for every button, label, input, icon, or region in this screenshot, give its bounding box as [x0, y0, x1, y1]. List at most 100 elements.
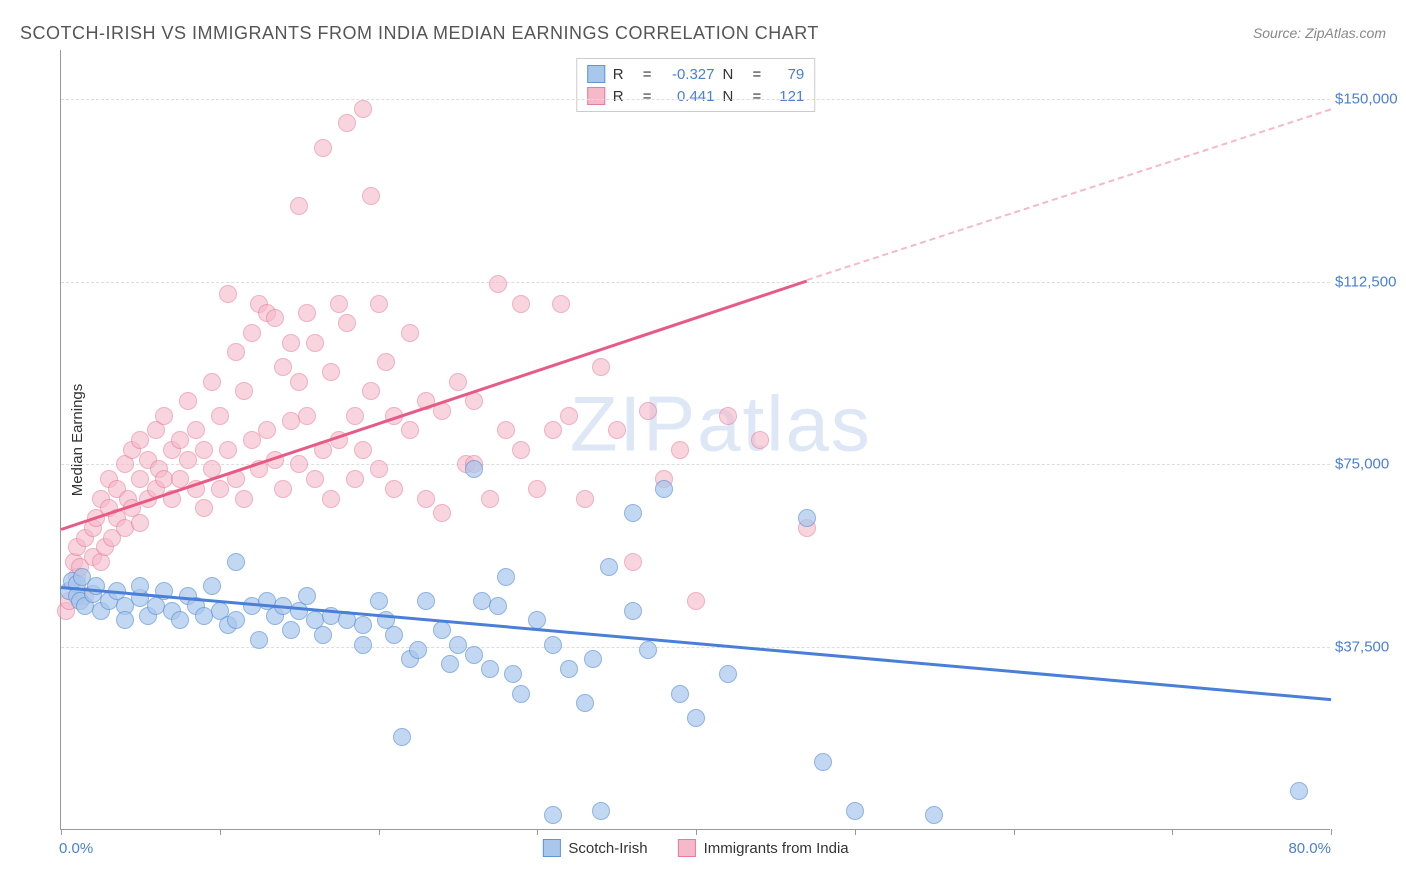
gridline — [61, 282, 1330, 283]
data-point-india — [290, 455, 308, 473]
data-point-india — [497, 421, 515, 439]
x-tick — [696, 829, 697, 835]
chart-title: SCOTCH-IRISH VS IMMIGRANTS FROM INDIA ME… — [20, 23, 819, 44]
stat-r-label: R — [613, 66, 635, 83]
data-point-scotch-irish — [671, 685, 689, 703]
data-point-india — [639, 402, 657, 420]
data-point-scotch-irish — [655, 480, 673, 498]
x-tick — [855, 829, 856, 835]
data-point-india — [401, 324, 419, 342]
legend-label-india: Immigrants from India — [704, 840, 849, 857]
stats-row-india: R = 0.441 N = 121 — [587, 85, 805, 107]
data-point-india — [219, 441, 237, 459]
chart-source: Source: ZipAtlas.com — [1253, 25, 1386, 41]
data-point-scotch-irish — [512, 685, 530, 703]
data-point-india — [370, 460, 388, 478]
data-point-india — [266, 309, 284, 327]
data-point-scotch-irish — [465, 646, 483, 664]
data-point-india — [290, 373, 308, 391]
data-point-india — [528, 480, 546, 498]
x-tick-label: 80.0% — [1288, 840, 1331, 857]
data-point-scotch-irish — [433, 621, 451, 639]
data-point-india — [306, 334, 324, 352]
data-point-india — [544, 421, 562, 439]
data-point-scotch-irish — [465, 460, 483, 478]
data-point-india — [354, 100, 372, 118]
y-axis-label: Median Earnings — [69, 383, 86, 496]
stat-eq: = — [753, 66, 762, 83]
data-point-india — [512, 295, 530, 313]
data-point-india — [179, 451, 197, 469]
legend-swatch-scotch-irish — [542, 839, 560, 857]
trendline-india-dashed — [807, 109, 1331, 282]
data-point-india — [552, 295, 570, 313]
data-point-india — [243, 324, 261, 342]
data-point-india — [306, 470, 324, 488]
data-point-india — [171, 431, 189, 449]
data-point-india — [346, 470, 364, 488]
x-tick — [379, 829, 380, 835]
stat-eq: = — [643, 88, 652, 105]
data-point-scotch-irish — [560, 660, 578, 678]
stats-box: R = -0.327 N = 79 R = 0.441 N = 121 — [576, 58, 816, 112]
data-point-india — [417, 490, 435, 508]
data-point-scotch-irish — [624, 602, 642, 620]
stats-row-scotch-irish: R = -0.327 N = 79 — [587, 63, 805, 85]
data-point-india — [719, 407, 737, 425]
data-point-scotch-irish — [925, 806, 943, 824]
plot-area: Median Earnings ZIPatlas R = -0.327 N = … — [60, 50, 1330, 830]
data-point-scotch-irish — [227, 611, 245, 629]
stat-n-label: N — [723, 66, 745, 83]
data-point-india — [203, 373, 221, 391]
data-point-india — [187, 421, 205, 439]
data-point-scotch-irish — [417, 592, 435, 610]
data-point-scotch-irish — [370, 592, 388, 610]
data-point-india — [219, 285, 237, 303]
x-tick-label: 0.0% — [59, 840, 93, 857]
x-tick — [1172, 829, 1173, 835]
data-point-scotch-irish — [481, 660, 499, 678]
data-point-india — [258, 421, 276, 439]
y-tick-label: $37,500 — [1335, 639, 1400, 656]
data-point-scotch-irish — [354, 616, 372, 634]
y-tick-label: $75,000 — [1335, 456, 1400, 473]
data-point-scotch-irish — [385, 626, 403, 644]
data-point-india — [338, 114, 356, 132]
data-point-india — [370, 295, 388, 313]
data-point-india — [362, 382, 380, 400]
data-point-scotch-irish — [544, 806, 562, 824]
chart-header: SCOTCH-IRISH VS IMMIGRANTS FROM INDIA ME… — [20, 18, 1386, 48]
data-point-scotch-irish — [687, 709, 705, 727]
y-tick-label: $150,000 — [1335, 90, 1400, 107]
data-point-india — [401, 421, 419, 439]
trendline-india — [61, 279, 808, 530]
stat-n-value-india: 121 — [769, 88, 804, 105]
data-point-india — [338, 314, 356, 332]
data-point-india — [179, 392, 197, 410]
data-point-scotch-irish — [624, 504, 642, 522]
stat-eq: = — [643, 66, 652, 83]
data-point-india — [346, 407, 364, 425]
stat-r-label: R — [613, 88, 635, 105]
data-point-india — [489, 275, 507, 293]
data-point-india — [282, 334, 300, 352]
stat-n-label: N — [723, 88, 745, 105]
x-tick — [1331, 829, 1332, 835]
data-point-india — [274, 480, 292, 498]
swatch-scotch-irish — [587, 65, 605, 83]
data-point-scotch-irish — [227, 553, 245, 571]
data-point-india — [512, 441, 530, 459]
data-point-india — [322, 490, 340, 508]
data-point-scotch-irish — [441, 655, 459, 673]
data-point-india — [298, 304, 316, 322]
data-point-india — [243, 431, 261, 449]
data-point-india — [576, 490, 594, 508]
stat-n-value-scotch-irish: 79 — [769, 66, 804, 83]
legend-item-scotch-irish: Scotch-Irish — [542, 839, 647, 857]
data-point-scotch-irish — [171, 611, 189, 629]
data-point-india — [624, 553, 642, 571]
data-point-scotch-irish — [393, 728, 411, 746]
data-point-scotch-irish — [354, 636, 372, 654]
gridline — [61, 99, 1330, 100]
data-point-scotch-irish — [409, 641, 427, 659]
